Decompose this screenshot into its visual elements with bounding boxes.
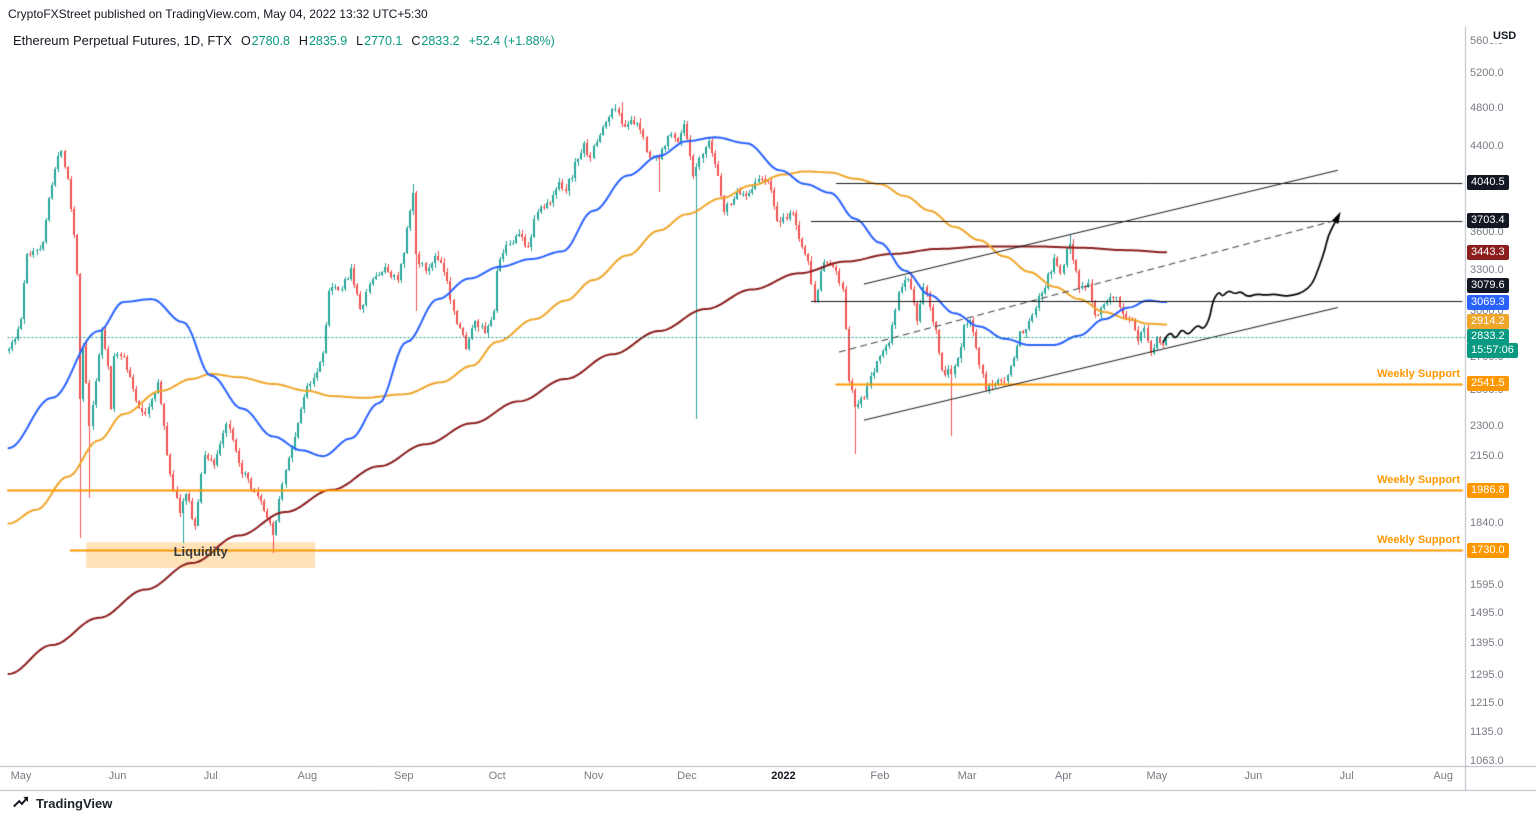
high-value: H2835.9 bbox=[299, 34, 347, 48]
published-bar: CryptoFXStreet published on TradingView.… bbox=[0, 0, 1536, 27]
symbol-legend[interactable]: Ethereum Perpetual Futures, 1D, FTX O278… bbox=[13, 33, 555, 48]
open-label: O bbox=[240, 34, 251, 48]
tradingview-logo-icon bbox=[13, 796, 29, 808]
high-label: H bbox=[298, 34, 308, 48]
low-number: 2770.1 bbox=[364, 34, 403, 48]
currency-label[interactable]: USD bbox=[1488, 29, 1522, 43]
open-number: 2780.8 bbox=[251, 34, 290, 48]
symbol-title[interactable]: Ethereum Perpetual Futures, 1D, FTX bbox=[13, 33, 232, 48]
close-value: C2833.2 bbox=[411, 34, 459, 48]
low-value: L2770.1 bbox=[356, 34, 402, 48]
close-number: 2833.2 bbox=[421, 34, 460, 48]
close-label: C bbox=[411, 34, 421, 48]
high-number: 2835.9 bbox=[308, 34, 348, 48]
open-value: O2780.8 bbox=[241, 34, 290, 48]
price-axis[interactable] bbox=[1466, 27, 1536, 766]
time-axis[interactable] bbox=[0, 767, 1465, 790]
tradingview-attribution[interactable]: TradingView bbox=[12, 794, 112, 812]
change-value: +52.4 (+1.88%) bbox=[468, 34, 555, 48]
published-text: CryptoFXStreet published on TradingView.… bbox=[8, 6, 428, 21]
tradingview-wordmark: TradingView bbox=[36, 795, 113, 811]
low-label: L bbox=[356, 34, 364, 48]
